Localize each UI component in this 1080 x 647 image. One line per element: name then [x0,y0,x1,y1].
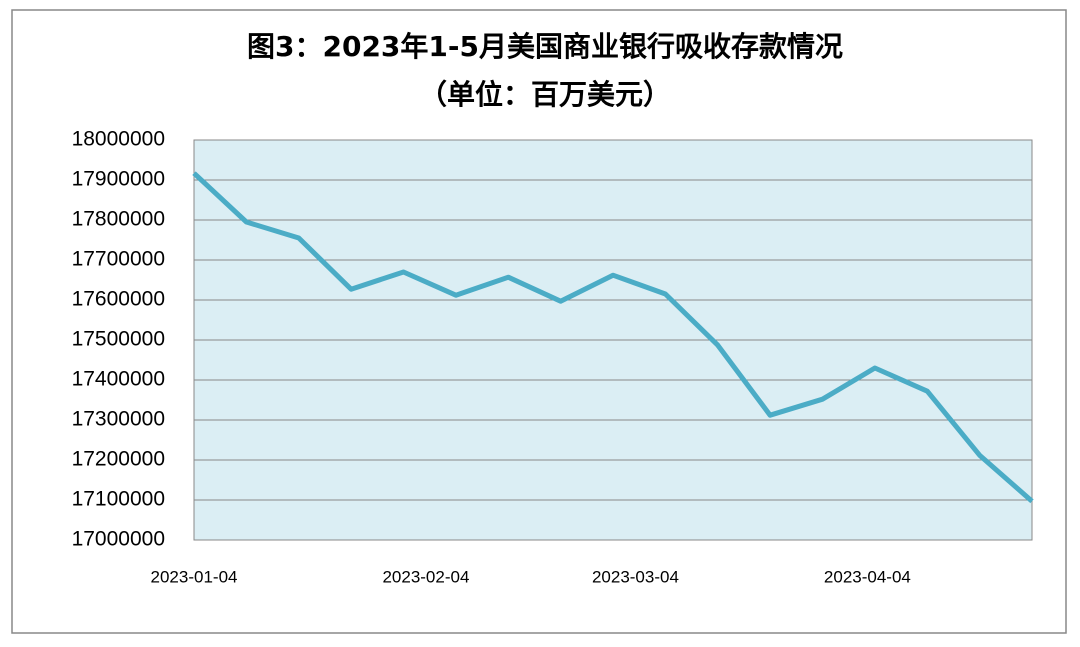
x-tick-label: 2023-01-04 [151,567,238,586]
y-tick-label: 17500000 [72,328,165,351]
y-tick-label: 17000000 [72,528,165,551]
y-tick-label: 17100000 [72,488,165,511]
y-tick-label: 17700000 [72,248,165,271]
y-tick-label: 17600000 [72,288,165,311]
x-tick-label: 2023-04-04 [824,567,911,586]
x-tick-label: 2023-02-04 [382,567,469,586]
x-tick-label: 2023-03-04 [592,567,679,586]
data-line [192,171,1034,504]
y-tick-label: 18000000 [72,128,165,151]
chart-subtitle: （单位：百万美元） [419,78,671,111]
chart-title: 图3：2023年1-5月美国商业银行吸收存款情况 [247,30,843,63]
y-tick-label: 17400000 [72,368,165,391]
y-tick-label: 17900000 [72,168,165,191]
y-tick-label: 17200000 [72,448,165,471]
y-tick-label: 17300000 [72,408,165,431]
y-tick-label: 17800000 [72,208,165,231]
